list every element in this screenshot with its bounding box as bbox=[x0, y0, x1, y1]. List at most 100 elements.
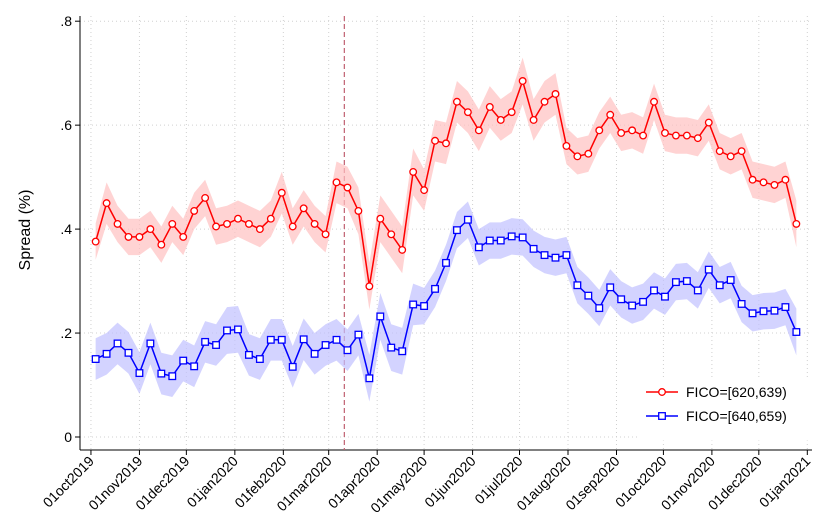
point bbox=[551, 90, 560, 98]
point bbox=[485, 236, 494, 245]
point bbox=[507, 108, 516, 117]
point bbox=[639, 297, 648, 306]
point bbox=[212, 341, 221, 349]
point bbox=[343, 346, 352, 355]
point bbox=[244, 350, 253, 359]
point bbox=[146, 339, 155, 348]
point bbox=[135, 369, 144, 378]
point bbox=[693, 286, 702, 295]
point bbox=[540, 251, 549, 260]
point bbox=[518, 233, 527, 242]
point bbox=[518, 77, 527, 85]
point bbox=[474, 126, 483, 135]
point bbox=[409, 300, 418, 309]
point bbox=[321, 230, 330, 239]
point bbox=[770, 180, 779, 189]
point bbox=[792, 219, 801, 228]
point bbox=[628, 126, 637, 135]
point bbox=[212, 222, 221, 231]
x-tick-label: 01jan2021 bbox=[756, 453, 814, 511]
point bbox=[190, 362, 199, 371]
point bbox=[310, 219, 319, 228]
point bbox=[781, 175, 790, 184]
point bbox=[628, 301, 637, 310]
legend-marker bbox=[658, 388, 666, 396]
point bbox=[463, 108, 472, 117]
point bbox=[365, 282, 374, 291]
y-axis-label: Spread (%) bbox=[17, 190, 34, 271]
point bbox=[661, 292, 669, 301]
point bbox=[639, 131, 648, 140]
point bbox=[255, 225, 264, 234]
point bbox=[617, 295, 626, 304]
point bbox=[496, 236, 505, 245]
point bbox=[759, 178, 768, 187]
point bbox=[748, 309, 757, 318]
point bbox=[431, 284, 440, 293]
point bbox=[682, 131, 691, 140]
point bbox=[606, 110, 615, 119]
point bbox=[562, 251, 571, 260]
point bbox=[255, 355, 264, 363]
point bbox=[343, 183, 352, 192]
legend-marker bbox=[658, 412, 666, 420]
point bbox=[299, 204, 308, 213]
point bbox=[354, 330, 363, 339]
point bbox=[792, 328, 801, 336]
point bbox=[277, 335, 286, 344]
confidence-band bbox=[95, 201, 797, 402]
point bbox=[452, 97, 461, 106]
point bbox=[179, 232, 188, 241]
point bbox=[277, 188, 286, 197]
point bbox=[507, 232, 516, 241]
point bbox=[540, 97, 549, 106]
y-tick-label: .2 bbox=[60, 325, 72, 341]
point bbox=[201, 193, 210, 202]
point bbox=[157, 369, 166, 378]
point bbox=[781, 303, 790, 312]
point bbox=[354, 206, 363, 215]
point bbox=[442, 139, 450, 148]
point bbox=[584, 291, 593, 300]
point bbox=[102, 349, 111, 358]
point bbox=[91, 237, 100, 246]
point bbox=[168, 219, 177, 228]
point bbox=[759, 307, 768, 316]
y-tick-label: .8 bbox=[60, 13, 72, 29]
point bbox=[266, 335, 275, 344]
point bbox=[420, 186, 429, 195]
confidence-band bbox=[95, 57, 797, 310]
point bbox=[606, 283, 615, 292]
point bbox=[715, 281, 724, 290]
point bbox=[726, 152, 735, 161]
point bbox=[661, 128, 669, 137]
point bbox=[113, 339, 122, 348]
point bbox=[299, 335, 308, 344]
point bbox=[693, 134, 702, 143]
point bbox=[135, 232, 144, 241]
point bbox=[682, 277, 691, 286]
point bbox=[573, 281, 582, 290]
point bbox=[420, 302, 429, 310]
legend-box bbox=[639, 377, 811, 441]
point bbox=[529, 244, 538, 253]
point bbox=[376, 214, 385, 223]
point bbox=[113, 219, 122, 228]
point bbox=[671, 131, 680, 140]
point bbox=[234, 325, 242, 334]
point bbox=[124, 348, 133, 357]
point bbox=[124, 232, 133, 241]
point bbox=[463, 215, 472, 224]
point bbox=[91, 355, 100, 363]
point bbox=[398, 347, 407, 356]
point bbox=[474, 243, 483, 252]
point bbox=[715, 147, 724, 156]
point bbox=[288, 362, 297, 371]
point bbox=[431, 136, 440, 145]
point bbox=[244, 219, 253, 228]
x-tick-label: 01jun2020 bbox=[421, 453, 479, 511]
y-tick-label: .6 bbox=[60, 117, 72, 133]
point bbox=[332, 335, 341, 344]
point bbox=[365, 374, 374, 383]
point bbox=[617, 128, 626, 137]
